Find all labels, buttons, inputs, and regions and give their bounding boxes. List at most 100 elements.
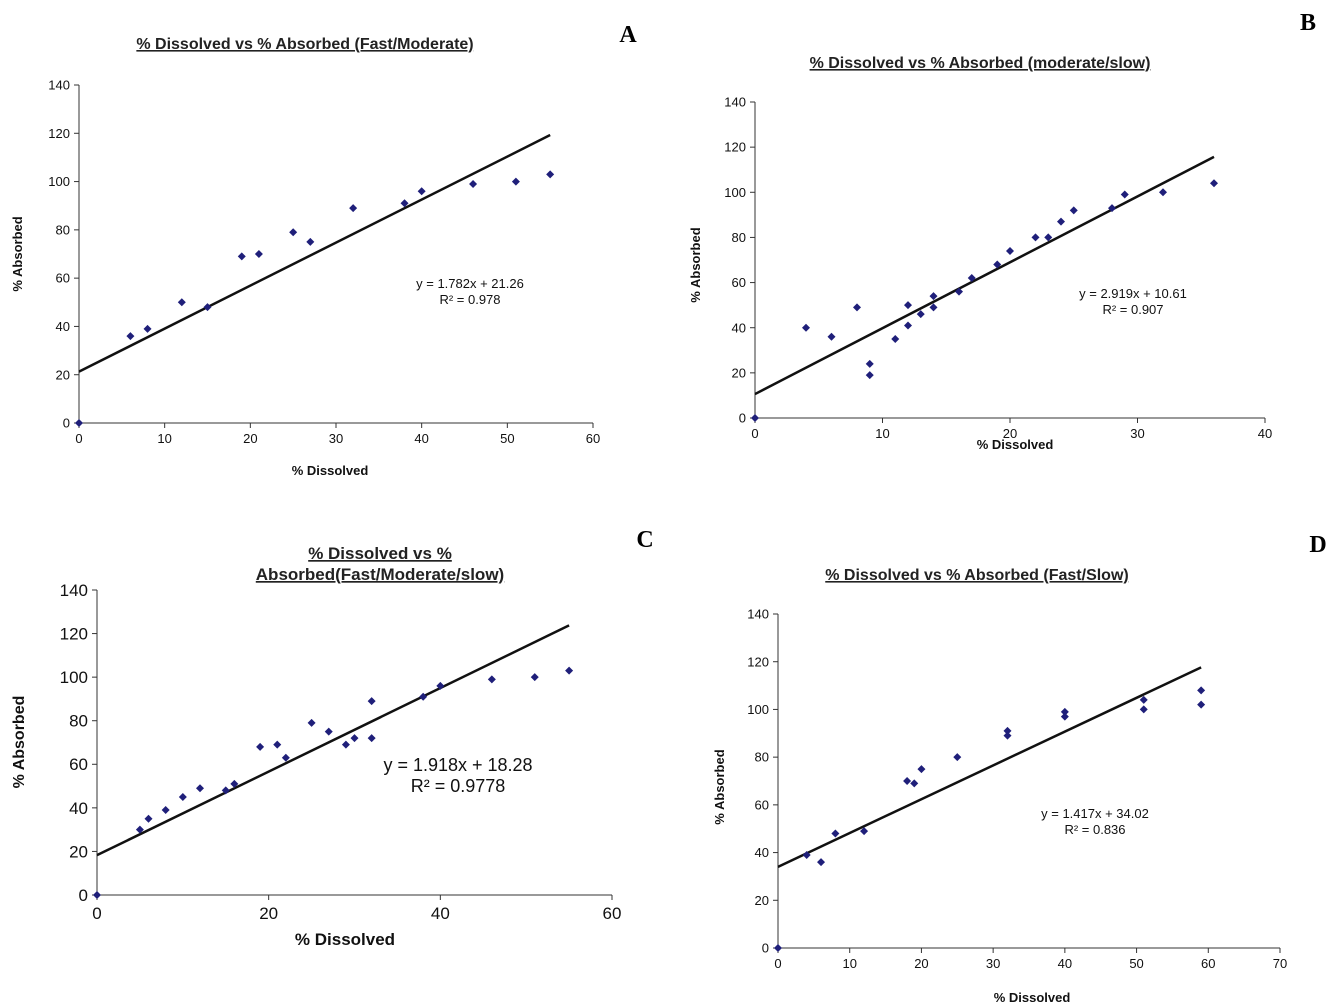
y-tick-label: 0	[63, 416, 70, 431]
r-squared-label: R² = 0.907	[1102, 302, 1163, 317]
y-axis-label: % Absorbed	[11, 696, 28, 789]
panel-letter: B	[1300, 10, 1316, 36]
x-tick-label: 20	[259, 904, 278, 923]
data-point	[565, 666, 574, 675]
data-point	[230, 779, 239, 788]
data-point	[929, 292, 938, 301]
x-axis-label: % Dissolved	[977, 437, 1054, 452]
chart-title: % Dissolved vs % Absorbed (moderate/slow…	[810, 55, 1151, 72]
y-tick-label: 0	[739, 411, 746, 426]
trendline	[754, 155, 1215, 396]
data-point	[350, 734, 359, 743]
y-tick-label: 80	[56, 222, 70, 237]
x-tick-label: 20	[243, 431, 257, 446]
data-point	[419, 692, 428, 701]
data-point	[178, 792, 187, 801]
data-point	[1044, 233, 1053, 242]
data-point	[1139, 705, 1148, 714]
data-point	[916, 310, 925, 319]
data-point	[126, 332, 135, 341]
data-point	[1060, 707, 1069, 716]
x-tick-label: 0	[774, 956, 781, 971]
x-tick-label: 10	[157, 431, 171, 446]
data-point	[203, 303, 212, 312]
data-point	[904, 321, 912, 330]
data-point	[1159, 188, 1167, 197]
data-point	[917, 765, 926, 774]
y-tick-label: 80	[69, 712, 88, 731]
data-point	[1210, 179, 1218, 188]
data-point	[306, 237, 315, 246]
trendline	[777, 666, 1202, 868]
x-tick-label: 40	[431, 904, 450, 923]
y-axis-label: % Absorbed	[712, 749, 727, 824]
data-point	[400, 199, 409, 208]
regression-equation: y = 2.919x + 10.61	[1079, 286, 1187, 301]
x-tick-label: 10	[875, 426, 889, 441]
x-tick-label: 0	[75, 431, 82, 446]
trendline	[96, 624, 570, 857]
data-point	[469, 179, 478, 188]
data-point	[135, 825, 144, 834]
data-point	[1006, 246, 1014, 255]
y-tick-label: 140	[724, 95, 746, 110]
x-tick-label: 70	[1273, 956, 1287, 971]
data-point	[953, 753, 962, 762]
data-point	[1139, 695, 1148, 704]
data-point	[196, 784, 204, 793]
y-axis-label: % Absorbed	[10, 216, 25, 291]
data-point	[530, 673, 539, 682]
y-axis-label: % Absorbed	[688, 227, 703, 302]
data-point	[1108, 204, 1116, 213]
data-point	[324, 727, 333, 736]
data-point	[827, 332, 836, 341]
x-tick-label: 60	[603, 904, 622, 923]
data-point	[349, 204, 358, 213]
x-tick-label: 60	[586, 431, 600, 446]
data-point	[1057, 217, 1065, 226]
data-point	[75, 419, 83, 427]
chart-title: % Dissolved vs %	[308, 544, 452, 563]
data-point	[1120, 190, 1129, 199]
x-axis-label: % Dissolved	[295, 930, 395, 949]
data-point	[1003, 731, 1012, 740]
regression-equation: y = 1.918x + 18.28	[383, 755, 532, 775]
y-tick-label: 80	[732, 230, 746, 245]
data-point	[903, 777, 912, 785]
y-tick-label: 40	[755, 845, 769, 860]
data-point	[177, 298, 186, 307]
data-point	[910, 779, 919, 788]
chart-panel-a: 0 20 40 60 80 100 120 140 0 10 20 30 40 50 60 % Dissolv…	[10, 22, 637, 478]
x-axis-label: % Dissolved	[292, 463, 369, 478]
data-point	[1197, 700, 1206, 709]
y-tick-label: 60	[755, 797, 769, 812]
chart-panel-d: 0 20 40 60 80 100 120 140 0 10 20 30 40 50 60 70 % Disso…	[712, 532, 1327, 1005]
x-tick-label: 20	[914, 956, 928, 971]
data-point	[853, 303, 861, 312]
x-tick-label: 30	[329, 431, 343, 446]
x-tick-label: 30	[986, 956, 1000, 971]
data-point	[774, 944, 782, 952]
data-point	[1197, 686, 1206, 695]
x-tick-label: 50	[1129, 956, 1143, 971]
data-point	[281, 753, 290, 762]
data-point	[802, 850, 811, 859]
y-tick-label: 0	[79, 886, 88, 905]
x-tick-label: 10	[842, 956, 856, 971]
y-tick-label: 140	[747, 607, 769, 622]
data-point	[967, 274, 976, 283]
data-point	[929, 303, 938, 312]
x-tick-label: 0	[92, 904, 101, 923]
data-point	[487, 675, 496, 684]
y-tick-label: 80	[755, 750, 769, 765]
x-axis-label: % Dissolved	[994, 990, 1071, 1005]
y-tick-label: 120	[48, 126, 70, 141]
data-point	[802, 323, 810, 332]
y-tick-label: 120	[747, 654, 769, 669]
data-point	[955, 287, 963, 296]
y-tick-label: 120	[60, 625, 88, 644]
y-tick-label: 100	[724, 185, 746, 200]
x-tick-label: 50	[500, 431, 514, 446]
y-tick-label: 20	[732, 365, 746, 380]
x-tick-label: 0	[751, 426, 758, 441]
